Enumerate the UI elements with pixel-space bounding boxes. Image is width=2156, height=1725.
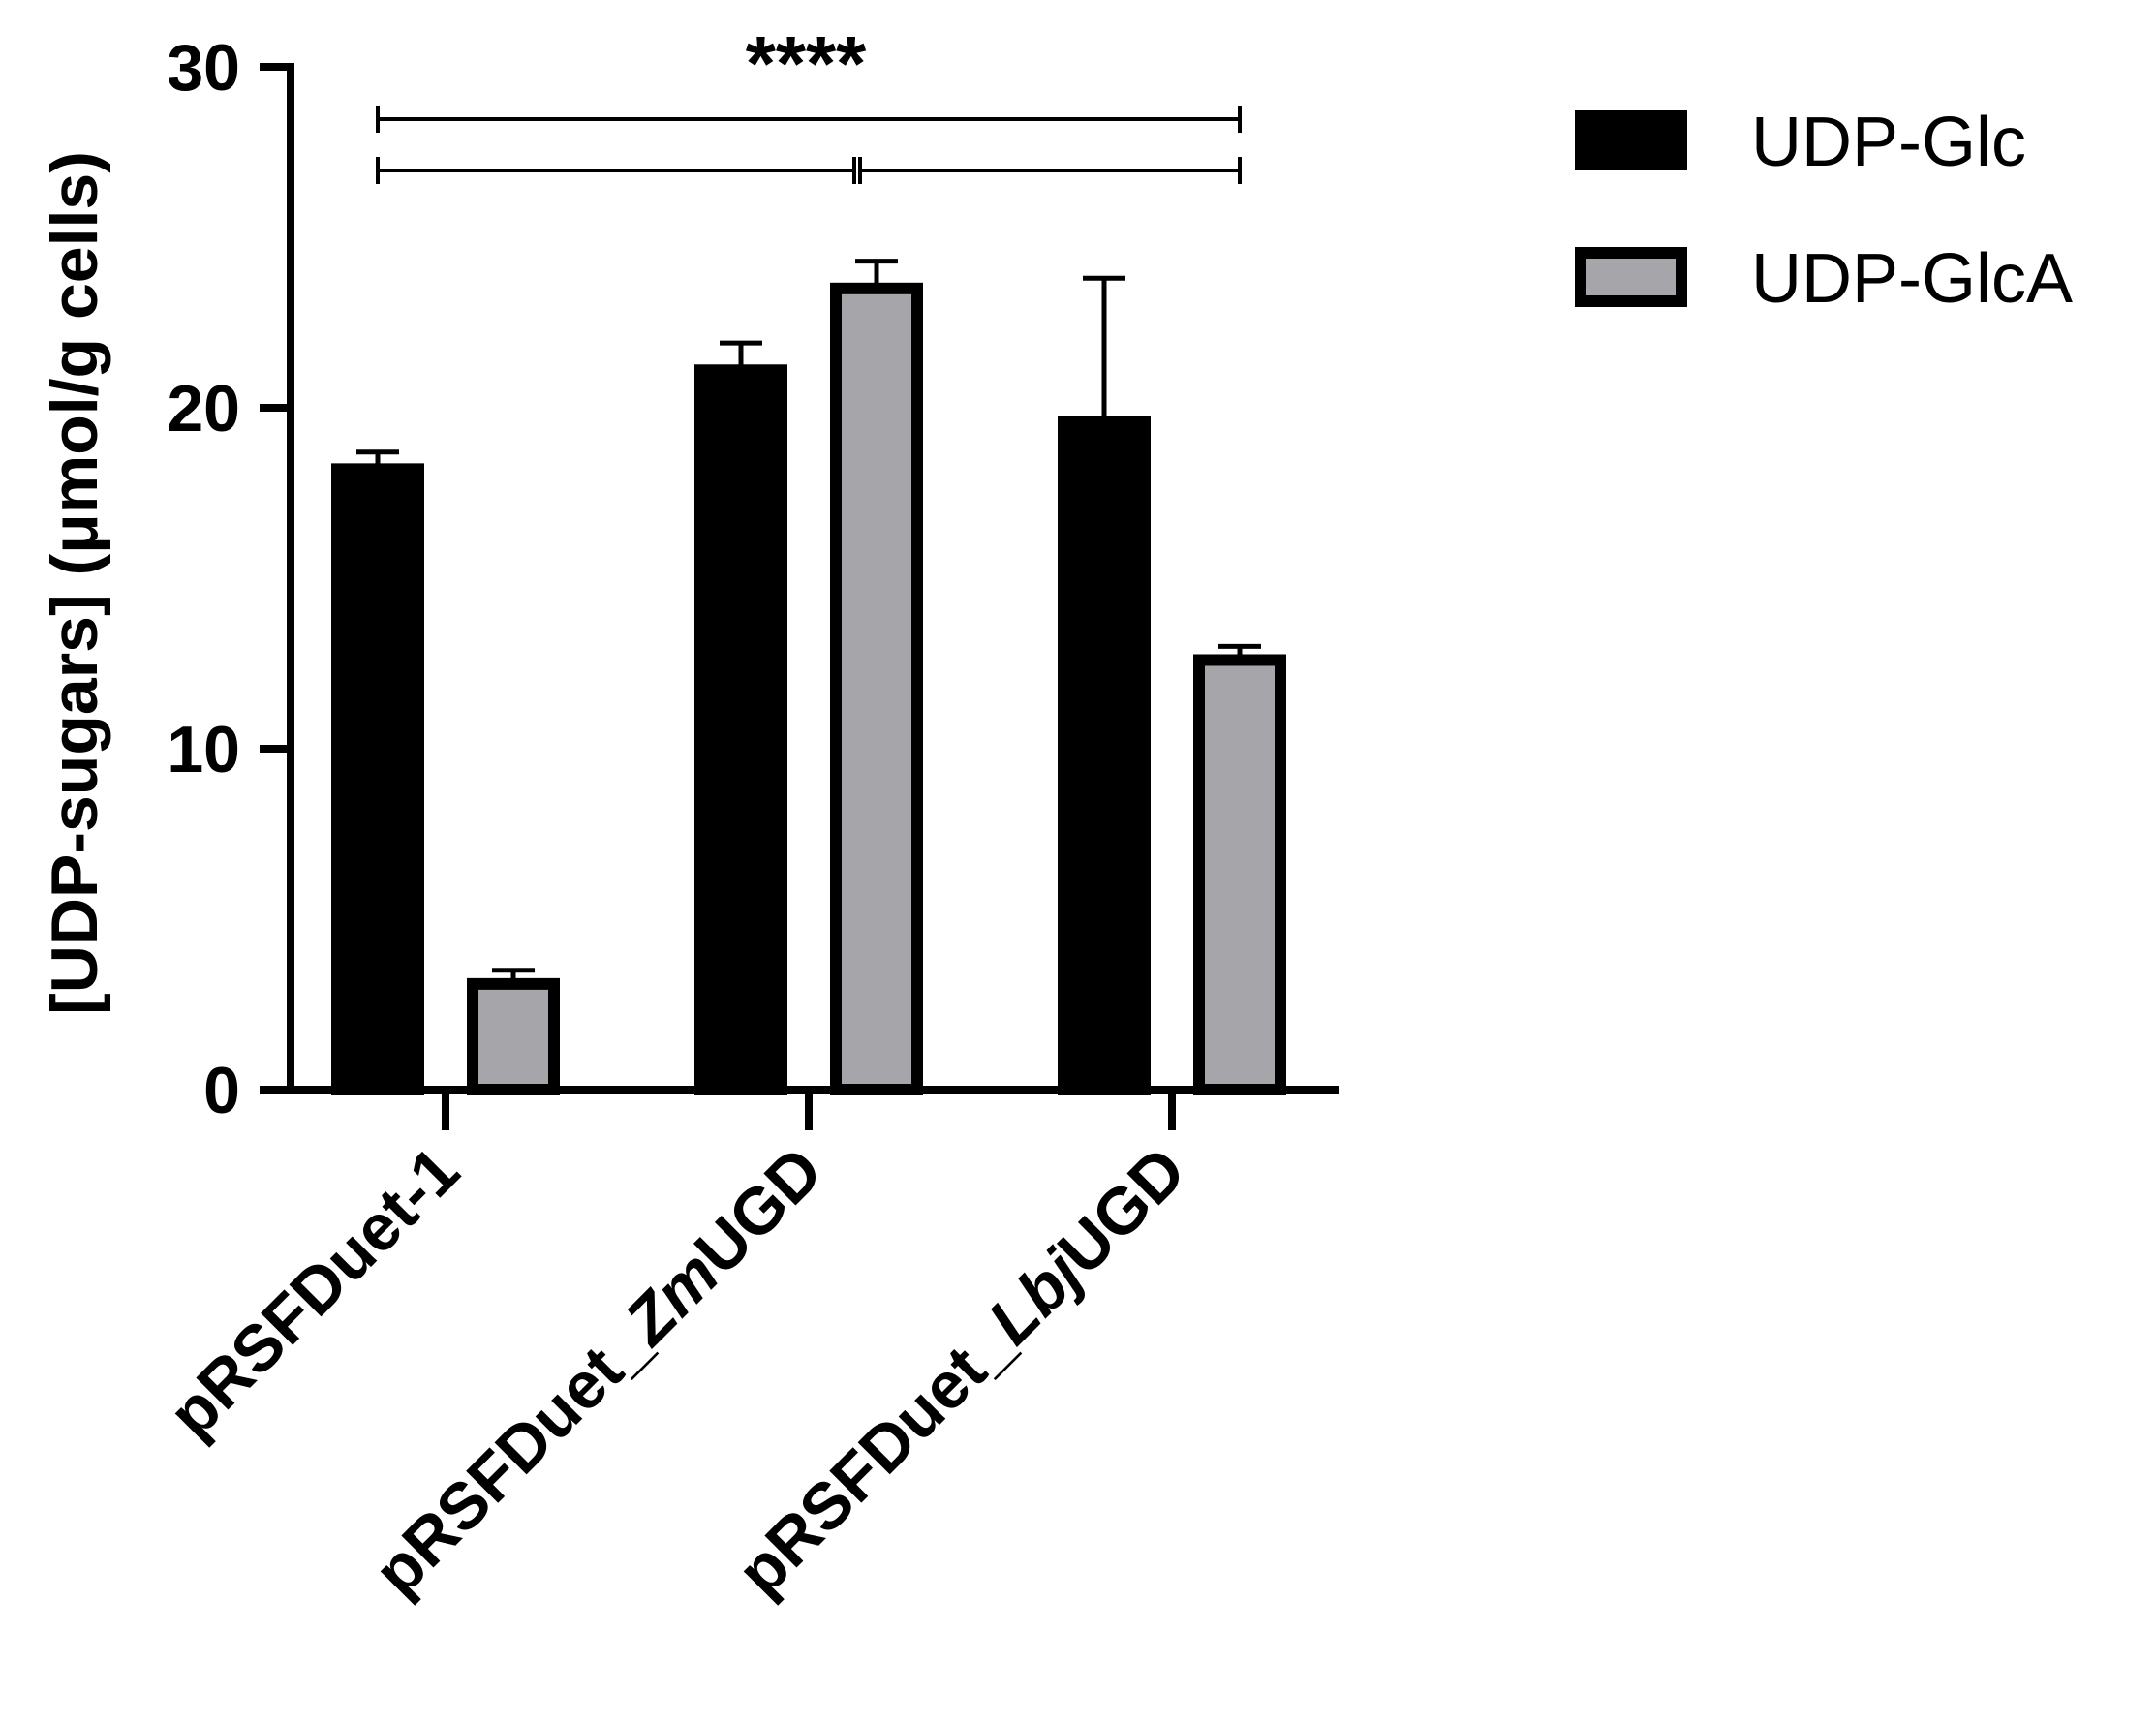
category-label-part: pRSFDuet_	[724, 1306, 1028, 1610]
bar	[830, 282, 923, 1095]
axes	[260, 63, 1339, 1130]
y-tick-label: 0	[203, 1054, 240, 1127]
bars	[331, 282, 1286, 1096]
bar	[1058, 416, 1151, 1095]
category-label-part: pRSFDuet_	[360, 1306, 664, 1610]
y-tick-label: 10	[167, 713, 240, 786]
significance-annotation: ****	[376, 20, 1242, 184]
bar	[1193, 654, 1286, 1095]
y-tick-label: 20	[167, 372, 240, 446]
bar	[694, 364, 787, 1095]
legend-label: UDP-GlcA	[1751, 240, 2073, 318]
legend-swatch	[1575, 247, 1687, 307]
y-tick-labels: 0 10 20 30	[167, 31, 240, 1127]
legend-swatch	[1575, 110, 1687, 170]
y-tick-label: 30	[167, 31, 240, 105]
category-label-part: pRSFDuet-1	[155, 1133, 474, 1452]
category-label: pRSFDuet-1	[155, 1133, 474, 1452]
y-axis-title: [UDP-sugars] (μmol/g cells)	[38, 151, 111, 1015]
error-bars	[356, 259, 1261, 984]
significance-label: ****	[746, 20, 867, 107]
legend-label: UDP-Glc	[1751, 104, 2026, 181]
legend: UDP-Glc UDP-GlcA	[1575, 104, 2073, 318]
bar	[331, 463, 424, 1095]
bar	[467, 977, 560, 1096]
